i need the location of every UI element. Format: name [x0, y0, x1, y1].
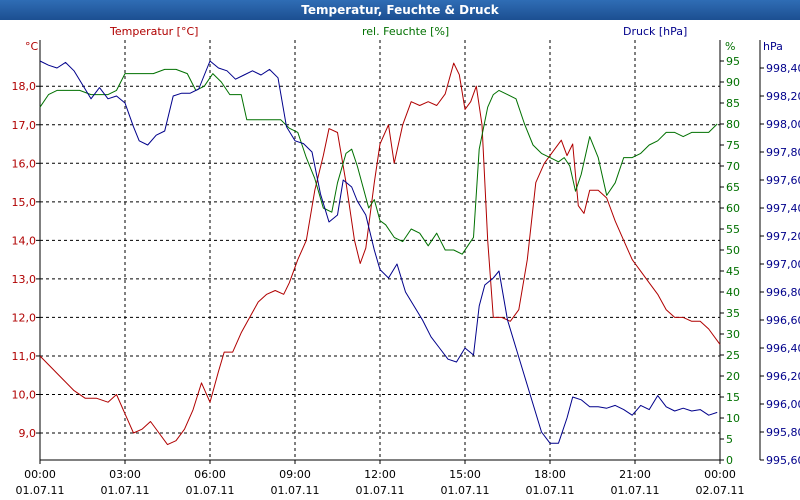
grid-lines	[40, 40, 720, 460]
temperature-tick-label: 10,0	[12, 388, 37, 401]
temperature-tick-label: 15,0	[12, 196, 37, 209]
pressure-tick-label: 996,20	[766, 370, 800, 383]
x-tick-time: 00:00	[704, 468, 736, 481]
humidity-tick-label: 95	[726, 55, 740, 68]
pressure-tick-label: 996,40	[766, 342, 800, 355]
pressure-tick-label: 996,00	[766, 398, 800, 411]
pressure-tick-label: 997,80	[766, 146, 800, 159]
temperature-tick-label: 12,0	[12, 311, 37, 324]
x-tick-time: 06:00	[194, 468, 226, 481]
pressure-tick-label: 996,60	[766, 314, 800, 327]
unit-humidity: %	[725, 40, 735, 53]
humidity-tick-label: 25	[726, 349, 740, 362]
pressure-tick-label: 998,20	[766, 90, 800, 103]
humidity-tick-label: 60	[726, 202, 740, 215]
humidity-tick-label: 65	[726, 181, 740, 194]
temperature-tick-label: 11,0	[12, 350, 37, 363]
pressure-tick-label: 997,00	[766, 258, 800, 271]
x-tick-date: 01.07.11	[526, 484, 575, 497]
chart-title: Temperatur, Feuchte & Druck	[301, 3, 499, 17]
x-tick-time: 18:00	[534, 468, 566, 481]
humidity-tick-label: 40	[726, 286, 740, 299]
temperature-tick-label: 17,0	[12, 119, 37, 132]
x-tick-date: 01.07.11	[101, 484, 150, 497]
x-tick-time: 00:00	[24, 468, 56, 481]
series-line-pressure	[39, 60, 718, 444]
x-tick-date: 01.07.11	[611, 484, 660, 497]
unit-temperature: °C	[25, 40, 39, 53]
temperature-tick-label: 18,0	[12, 80, 37, 93]
axis-title-temperature: Temperatur [°C]	[109, 25, 198, 38]
humidity-tick-label: 75	[726, 139, 740, 152]
x-tick-time: 21:00	[619, 468, 651, 481]
x-tick-date: 02.07.11	[696, 484, 745, 497]
humidity-tick-label: 70	[726, 160, 740, 173]
x-tick-date: 01.07.11	[441, 484, 490, 497]
humidity-tick-label: 50	[726, 244, 740, 257]
pressure-tick-label: 996,80	[766, 286, 800, 299]
pressure-tick-label: 998,00	[766, 118, 800, 131]
humidity-tick-label: 30	[726, 328, 740, 341]
series-line-temperature	[39, 62, 721, 446]
pressure-tick-label: 995,80	[766, 426, 800, 439]
tick-labels: 00:00 01.07.11 03:00 01.07.11 06:00 01.07.11 0…	[12, 55, 800, 497]
humidity-tick-label: 5	[726, 433, 733, 446]
humidity-tick-label: 85	[726, 97, 740, 110]
unit-pressure: hPa	[763, 40, 783, 53]
series-line-humidity	[39, 68, 718, 255]
axis-title-humidity: rel. Feuchte [%]	[362, 25, 449, 38]
humidity-tick-label: 20	[726, 370, 740, 383]
humidity-tick-label: 80	[726, 118, 740, 131]
chart-area: 00:00 01.07.11 03:00 01.07.11 06:00 01.07.11 0…	[12, 25, 800, 497]
x-tick-time: 09:00	[279, 468, 311, 481]
temperature-tick-label: 14,0	[12, 234, 37, 247]
axis-title-pressure: Druck [hPa]	[623, 25, 687, 38]
x-tick-date: 01.07.11	[16, 484, 65, 497]
window-title-bar: Temperatur, Feuchte & Druck	[0, 0, 800, 20]
humidity-tick-label: 0	[726, 454, 733, 467]
x-tick-time: 03:00	[109, 468, 141, 481]
humidity-tick-label: 15	[726, 391, 740, 404]
pressure-tick-label: 997,20	[766, 230, 800, 243]
temperature-tick-label: 13,0	[12, 273, 37, 286]
pressure-tick-label: 997,60	[766, 174, 800, 187]
axes	[36, 40, 764, 464]
humidity-tick-label: 45	[726, 265, 740, 278]
humidity-tick-label: 55	[726, 223, 740, 236]
humidity-tick-label: 90	[726, 76, 740, 89]
pressure-tick-label: 998,40	[766, 62, 800, 75]
series-lines	[39, 60, 721, 446]
x-tick-time: 15:00	[449, 468, 481, 481]
pressure-tick-label: 995,60	[766, 454, 800, 467]
humidity-tick-label: 10	[726, 412, 740, 425]
temperature-tick-label: 9,0	[19, 427, 37, 440]
x-tick-date: 01.07.11	[271, 484, 320, 497]
x-tick-date: 01.07.11	[186, 484, 235, 497]
x-tick-time: 12:00	[364, 468, 396, 481]
humidity-tick-label: 35	[726, 307, 740, 320]
pressure-tick-label: 997,40	[766, 202, 800, 215]
x-tick-date: 01.07.11	[356, 484, 405, 497]
temperature-tick-label: 16,0	[12, 157, 37, 170]
